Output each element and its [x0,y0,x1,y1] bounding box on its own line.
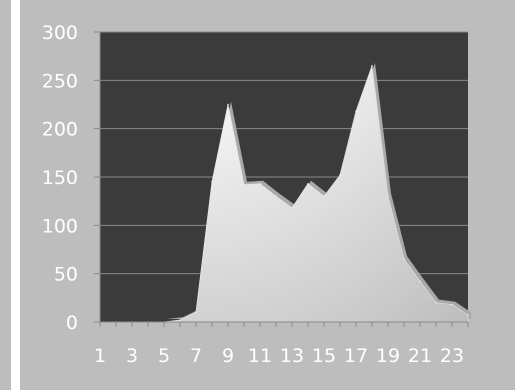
y-tick-label: 100 [42,215,78,237]
series-area-shading [100,65,468,322]
data-point-8 [211,181,213,183]
data-point-10 [243,183,245,186]
x-tick-label: 13 [280,345,304,367]
x-tick-label: 3 [126,345,138,367]
x-tick-label: 1 [94,345,106,367]
data-point-9 [227,103,229,106]
y-tick-label: 250 [42,70,78,92]
y-tick-label: 200 [42,119,78,141]
data-point-6 [179,319,181,321]
data-point-14 [307,182,309,185]
data-point-15 [323,195,325,198]
x-tick-label: 15 [312,345,336,367]
data-point-12 [275,195,277,198]
y-axis-tick-labels: 0 50 100 150 200 250 300 [42,22,78,334]
data-point-22 [435,301,437,304]
x-tick-label: 19 [376,345,400,367]
data-point-20 [403,258,405,260]
data-point-7 [195,311,197,314]
x-tick-label: 9 [222,345,234,367]
data-point-24 [467,314,469,317]
data-point-11 [259,182,261,185]
x-tick-label: 17 [344,345,368,367]
x-tick-label: 7 [190,345,202,367]
left-edge-bar [11,0,20,390]
y-tick-label: 0 [66,312,78,334]
x-tick-label: 11 [248,345,272,367]
x-tick-label: 21 [408,345,432,367]
y-tick-label: 300 [42,22,78,44]
y-tick-label: 150 [42,167,78,189]
data-point-23 [451,303,453,306]
data-point-18 [371,65,373,67]
data-point-21 [419,280,421,283]
data-point-16 [339,174,341,176]
x-tick-label: 5 [158,345,170,367]
data-point-19 [387,195,389,198]
y-tick-label: 50 [54,264,78,286]
axis-layer [94,31,469,327]
x-tick-label: 23 [440,345,464,367]
x-axis-tick-labels: 1 3 5 7 9 11 13 15 17 19 21 23 [94,345,464,367]
data-point-17 [355,110,357,113]
data-point-13 [291,207,293,209]
